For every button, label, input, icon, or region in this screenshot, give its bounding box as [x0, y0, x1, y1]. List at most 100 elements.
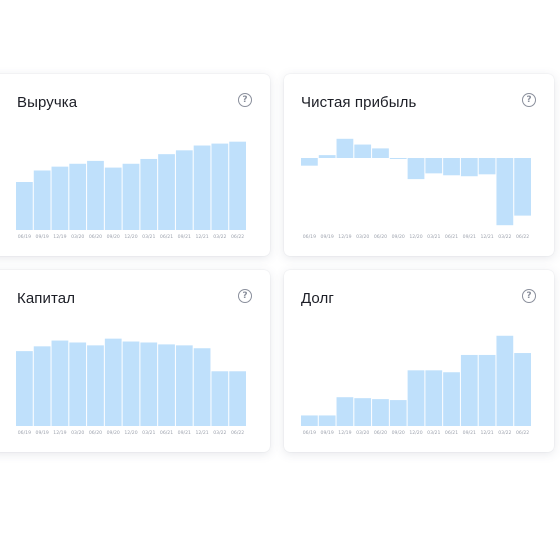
- x-tick-label: 09/21: [463, 234, 476, 240]
- chart-bar: [211, 143, 229, 230]
- question-circle-icon[interactable]: ?: [522, 93, 536, 107]
- chart-bar: [193, 145, 211, 230]
- x-tick-label: 09/19: [321, 234, 334, 240]
- chart-bar: [69, 342, 87, 426]
- x-tick-label: 12/19: [53, 430, 66, 436]
- chart-bar: [478, 158, 496, 175]
- chart-bar: [389, 400, 407, 426]
- chart-bar: [175, 150, 193, 230]
- x-tick-label: 09/21: [178, 430, 191, 436]
- chart-bar: [354, 144, 372, 158]
- x-tick-label: 03/22: [213, 234, 226, 240]
- chart-bar: [354, 398, 372, 426]
- x-tick-label: 06/22: [231, 234, 244, 240]
- net-profit-card: Чистая прибыль ? 06/19 09/19 12/19 03/20 06/…: [284, 74, 554, 256]
- chart-bar: [425, 370, 443, 426]
- x-tick-label: 03/21: [427, 234, 440, 240]
- x-tick-label: 12/20: [409, 430, 422, 436]
- card-title: Чистая прибыль: [301, 94, 417, 111]
- x-tick-label: 03/20: [71, 234, 84, 240]
- chart-bar: [389, 158, 407, 159]
- chart-bar: [140, 342, 158, 426]
- chart-bar: [460, 354, 478, 426]
- chart-bar: [158, 344, 175, 426]
- x-tick-label: 03/20: [356, 430, 369, 436]
- chart-bar: [193, 348, 211, 426]
- x-tick-label: 12/20: [124, 430, 137, 436]
- chart-bar: [122, 341, 140, 426]
- x-tick-label: 03/21: [142, 430, 155, 436]
- chart-bar: [229, 371, 246, 426]
- chart-bar: [16, 182, 33, 230]
- x-tick-label: 06/22: [231, 430, 244, 436]
- x-tick-label: 03/22: [498, 430, 511, 436]
- chart-bar: [407, 370, 425, 426]
- chart-bar: [33, 346, 51, 426]
- x-tick-label: 12/19: [338, 234, 351, 240]
- x-tick-label: 06/20: [374, 430, 387, 436]
- x-tick-label: 03/22: [498, 234, 511, 240]
- chart-bar: [443, 158, 460, 176]
- chart-bar: [372, 399, 389, 426]
- revenue-card: Выручка ? 06/19 09/19 12/19 03/20 06/20 09/20…: [0, 74, 270, 256]
- x-tick-label: 06/19: [18, 234, 31, 240]
- x-tick-label: 12/19: [53, 234, 66, 240]
- x-tick-label: 06/21: [160, 430, 173, 436]
- chart-bar: [372, 148, 389, 158]
- chart-bar: [443, 372, 460, 426]
- chart-bar: [33, 170, 51, 230]
- x-tick-label: 06/22: [516, 234, 529, 240]
- x-tick-label: 06/20: [374, 234, 387, 240]
- x-tick-label: 03/20: [71, 430, 84, 436]
- question-circle-icon[interactable]: ?: [238, 93, 252, 107]
- x-tick-label: 12/21: [195, 234, 208, 240]
- chart-bar: [460, 158, 478, 177]
- chart-bar: [514, 353, 531, 426]
- card-title: Долг: [301, 290, 334, 307]
- net-profit-chart: 06/19 09/19 12/19 03/20 06/20 09/20 12/20 03/21…: [301, 138, 531, 240]
- chart-bar: [104, 338, 122, 426]
- chart-bar: [318, 155, 336, 158]
- x-tick-label: 06/20: [89, 234, 102, 240]
- x-tick-label: 09/21: [463, 430, 476, 436]
- x-tick-label: 09/19: [36, 234, 49, 240]
- card-title: Выручка: [17, 94, 78, 111]
- x-tick-label: 12/21: [480, 234, 493, 240]
- chart-bar: [122, 163, 140, 230]
- chart-bar: [16, 351, 33, 426]
- x-tick-label: 06/20: [89, 430, 102, 436]
- debt-chart: 06/19 09/19 12/19 03/20 06/20 09/20 12/20 03/21…: [301, 335, 531, 436]
- x-tick-label: 06/22: [516, 430, 529, 436]
- chart-bar: [514, 158, 531, 216]
- x-tick-label: 03/21: [142, 234, 155, 240]
- revenue-chart: 06/19 09/19 12/19 03/20 06/20 09/20 12/20 03/21…: [16, 141, 246, 240]
- chart-bar: [87, 160, 104, 230]
- chart-bar: [69, 163, 87, 230]
- debt-card: Долг ? 06/19 09/19 12/19 03/20 06/20 09/20 12/…: [284, 270, 554, 452]
- x-tick-label: 03/22: [213, 430, 226, 436]
- x-tick-label: 12/21: [195, 430, 208, 436]
- x-tick-label: 06/19: [303, 430, 316, 436]
- chart-bar: [211, 371, 229, 426]
- x-tick-label: 09/20: [392, 234, 405, 240]
- x-tick-label: 12/20: [124, 234, 137, 240]
- question-circle-icon[interactable]: ?: [522, 289, 536, 303]
- question-circle-icon[interactable]: ?: [238, 289, 252, 303]
- chart-bar: [51, 166, 69, 230]
- chart-bar: [158, 154, 175, 230]
- x-tick-label: 12/19: [338, 430, 351, 436]
- chart-bar: [478, 354, 496, 426]
- chart-bar: [87, 345, 104, 426]
- chart-bar: [175, 345, 193, 426]
- chart-bar: [496, 158, 514, 226]
- chart-bar: [425, 158, 443, 174]
- equity-chart: 06/19 09/19 12/19 03/20 06/20 09/20 12/20 03/21…: [16, 338, 246, 436]
- x-tick-label: 09/19: [321, 430, 334, 436]
- x-tick-label: 06/19: [303, 234, 316, 240]
- x-tick-label: 06/21: [445, 234, 458, 240]
- x-tick-label: 03/20: [356, 234, 369, 240]
- equity-card: Капитал ? 06/19 09/19 12/19 03/20 06/20 09/20…: [0, 270, 270, 452]
- x-tick-label: 06/21: [445, 430, 458, 436]
- x-tick-label: 09/21: [178, 234, 191, 240]
- x-tick-label: 06/19: [18, 430, 31, 436]
